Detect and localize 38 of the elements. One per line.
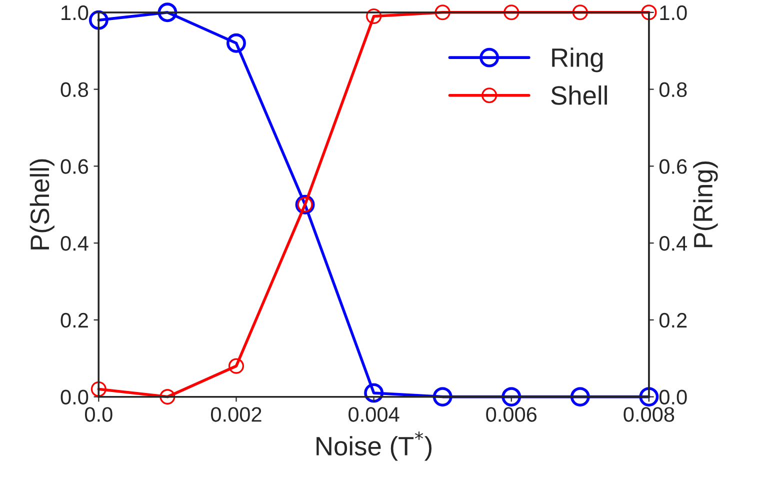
y2-tick-label: 0.8: [659, 82, 687, 98]
point: [570, 387, 590, 407]
y2-axis-title: P(Ring): [693, 162, 718, 248]
x-axis-title: Noise (T$^{*}$): [316, 432, 432, 461]
point: [158, 2, 178, 22]
point: [160, 389, 176, 405]
point: [432, 387, 452, 407]
x-tick-label: 0.004: [348, 407, 400, 422]
y2-tick-label: 0.6: [659, 159, 687, 174]
y-tick-label: 1.0: [62, 5, 88, 20]
point: [88, 10, 108, 30]
x-tick-label: 0.002: [210, 407, 262, 422]
legend-label: Shell: [551, 85, 607, 105]
point: [641, 4, 657, 20]
y-tick-label: 0.2: [60, 312, 88, 328]
point: [90, 381, 106, 397]
point: [366, 8, 382, 24]
y-tick-label: 0.6: [60, 159, 88, 174]
y2-tick-label: 0.2: [659, 312, 687, 328]
y-axis-title: P(Shell): [30, 159, 54, 250]
point: [572, 4, 588, 20]
y-tick-label: 0.0: [60, 390, 88, 405]
point: [639, 387, 659, 407]
point: [434, 4, 450, 20]
x-tick-label: 0.006: [486, 407, 537, 422]
point: [502, 387, 522, 407]
y-tick-label: 0.8: [60, 82, 88, 98]
legend-label: Ring: [552, 48, 603, 72]
point: [504, 4, 520, 20]
x-tick-label: 0.0: [85, 407, 112, 422]
y2-tick-label: 0.0: [659, 390, 687, 405]
x-tick-label: 0.008: [624, 407, 674, 422]
point: [364, 383, 384, 403]
y2-tick-label: 0.4: [659, 236, 688, 251]
point: [228, 358, 244, 374]
y2-tick-label: 1.0: [660, 5, 687, 20]
y-tick-label: 0.4: [60, 236, 88, 251]
point: [226, 33, 246, 53]
